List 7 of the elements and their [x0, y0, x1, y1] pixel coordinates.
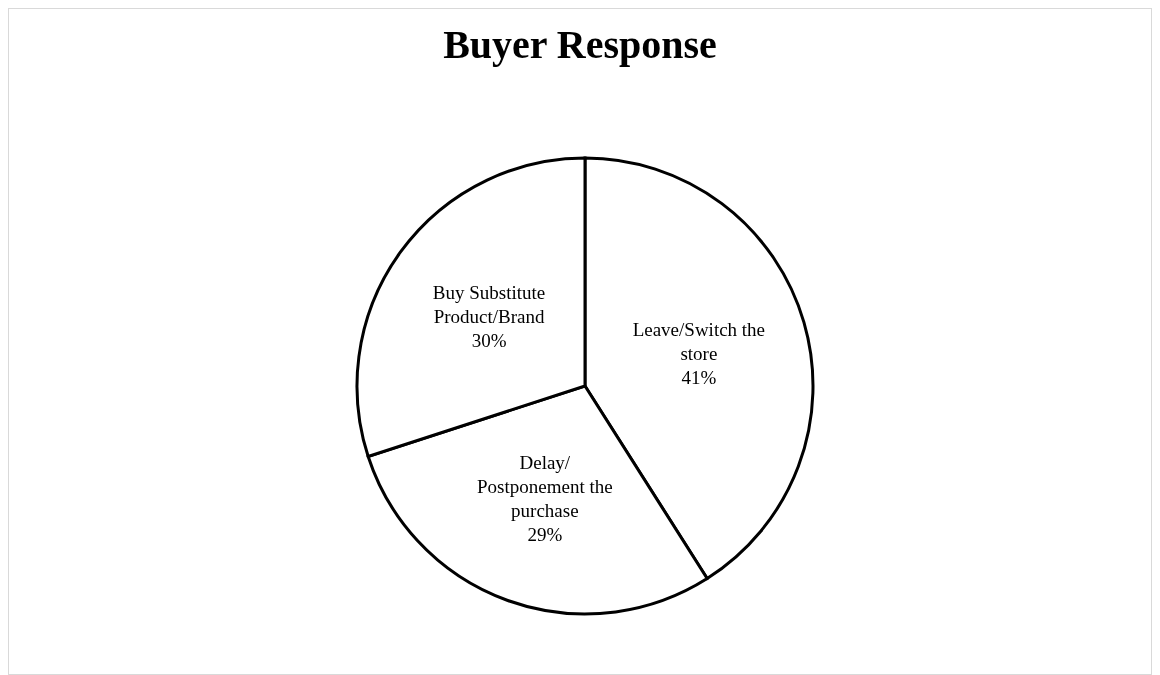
slice-label: Leave/Switch the store: [632, 318, 766, 364]
data-label: 30%: [471, 329, 507, 351]
chart-title: Buyer Response: [442, 21, 718, 68]
slice-label: Delay/ Postponement the purchase: [477, 451, 613, 521]
slice-label: Buy Substitute Product/Brand: [432, 281, 546, 327]
data-label: 41%: [681, 366, 717, 388]
data-label: 29%: [527, 523, 563, 545]
